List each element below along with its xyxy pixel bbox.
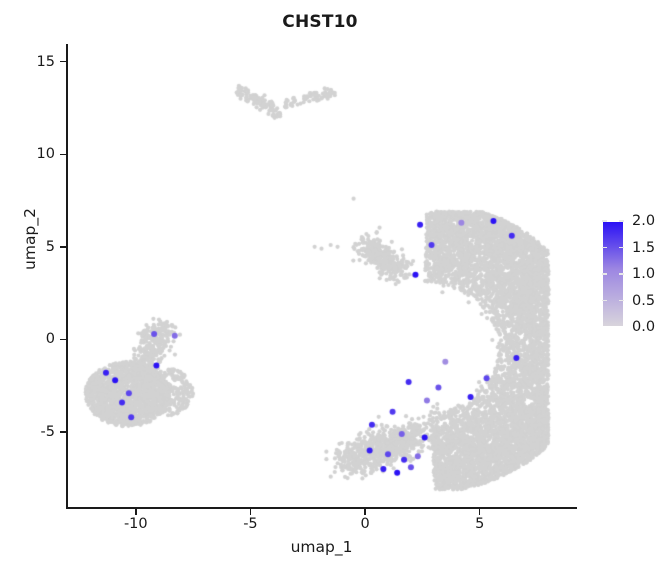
colorbar-tick-mark [602, 246, 607, 249]
x-tick-label: 0 [360, 516, 370, 532]
y-tick-label: 5 [45, 238, 55, 255]
colorbar-tick-label: 0.0 [632, 319, 656, 335]
x-axis-label: umap_1 [290, 538, 353, 556]
x-tick-mark [478, 509, 481, 515]
colorbar-tick-label: 1.5 [632, 239, 656, 256]
colorbar-tick-label: 2.0 [632, 213, 656, 229]
y-tick-label: 10 [36, 146, 55, 163]
y-tick-label: 0 [45, 331, 55, 348]
colorbar-tick-mark [619, 273, 624, 275]
y-tick-mark [60, 246, 66, 248]
y-tick-mark [60, 60, 66, 63]
x-tick-mark [135, 509, 137, 515]
colorbar-tick-mark [619, 299, 624, 302]
x-tick-mark [249, 509, 252, 515]
x-axis-spine [66, 507, 577, 509]
y-tick-label: 15 [36, 53, 55, 70]
colorbar-tick-label: 0.5 [632, 292, 656, 309]
y-tick-mark [60, 153, 66, 156]
scatter-canvas [67, 45, 576, 508]
x-tick-label: -5 [243, 516, 258, 532]
x-tick-label: -10 [123, 516, 148, 532]
colorbar-tick-mark [619, 220, 624, 222]
y-axis-label: umap_2 [21, 208, 39, 270]
colorbar-tick-mark [602, 299, 607, 302]
colorbar-tick-mark [602, 220, 607, 222]
y-tick-mark [60, 431, 66, 433]
x-tick-mark [364, 509, 366, 515]
x-tick-label: 5 [475, 516, 485, 532]
colorbar-legend: 2.0 1.5 1.0 0.5 0.0 [602, 213, 672, 335]
y-tick-label: -5 [40, 424, 55, 441]
colorbar-tick-mark [602, 273, 607, 275]
plot-area [67, 45, 576, 508]
colorbar-tick-mark [619, 246, 624, 249]
colorbar-tick-label: 1.0 [632, 266, 656, 282]
page-title: CHST10 [282, 12, 358, 32]
y-tick-mark [60, 338, 66, 341]
